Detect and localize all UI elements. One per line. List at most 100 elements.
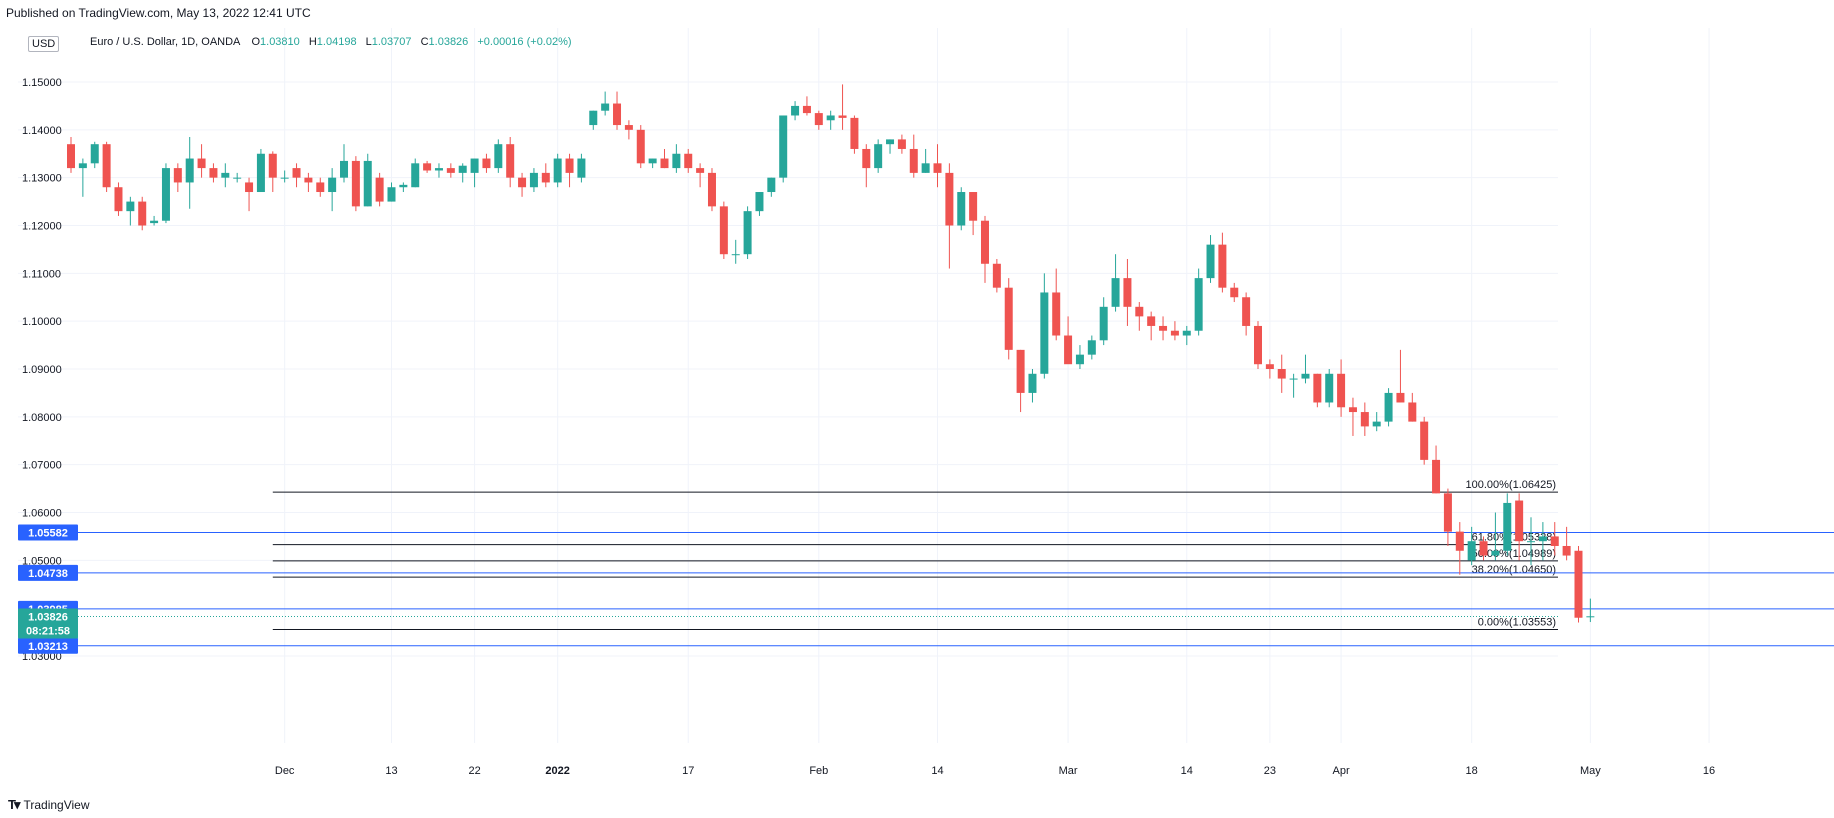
candle[interactable] bbox=[387, 182, 396, 202]
candle[interactable] bbox=[755, 192, 764, 216]
candle[interactable] bbox=[67, 137, 75, 173]
candle[interactable] bbox=[957, 187, 966, 231]
candle[interactable] bbox=[292, 163, 301, 188]
candle[interactable] bbox=[719, 201, 728, 259]
candle[interactable] bbox=[1289, 373, 1298, 398]
candle[interactable] bbox=[897, 134, 906, 154]
candle[interactable] bbox=[482, 153, 491, 173]
candle[interactable] bbox=[1348, 397, 1357, 436]
candle[interactable] bbox=[636, 125, 645, 169]
candle[interactable] bbox=[1277, 354, 1286, 393]
candle[interactable] bbox=[707, 168, 716, 212]
candle[interactable] bbox=[1325, 369, 1334, 408]
candle[interactable] bbox=[660, 148, 669, 169]
candle[interactable] bbox=[1052, 268, 1061, 341]
candle[interactable] bbox=[1206, 235, 1215, 283]
candle[interactable] bbox=[862, 144, 871, 188]
candle[interactable] bbox=[304, 172, 313, 193]
candle[interactable] bbox=[1111, 254, 1120, 312]
candle[interactable] bbox=[1075, 345, 1084, 369]
candle[interactable] bbox=[494, 139, 503, 173]
candle[interactable] bbox=[245, 177, 254, 212]
candle[interactable] bbox=[138, 196, 147, 231]
candle[interactable] bbox=[672, 144, 681, 173]
candle[interactable] bbox=[423, 160, 432, 173]
candlestick-chart[interactable]: 100.00%(1.06425)61.80%(1.05328)50.00%(1.… bbox=[0, 0, 1834, 790]
candle[interactable] bbox=[1515, 493, 1524, 561]
candle[interactable] bbox=[1432, 445, 1441, 494]
candle[interactable] bbox=[731, 239, 740, 264]
candle[interactable] bbox=[1265, 359, 1274, 379]
candle[interactable] bbox=[506, 137, 515, 188]
candle[interactable] bbox=[850, 115, 859, 154]
candle[interactable] bbox=[838, 84, 847, 130]
candle[interactable] bbox=[541, 163, 550, 188]
candle[interactable] bbox=[268, 151, 277, 193]
candle[interactable] bbox=[126, 196, 135, 226]
candle[interactable] bbox=[696, 163, 705, 188]
candle[interactable] bbox=[114, 182, 123, 216]
candle[interactable] bbox=[434, 163, 443, 178]
candle[interactable] bbox=[1586, 598, 1595, 623]
candle[interactable] bbox=[1443, 488, 1452, 546]
candle[interactable] bbox=[446, 163, 455, 178]
candle[interactable] bbox=[1182, 325, 1191, 346]
candle[interactable] bbox=[328, 168, 337, 212]
candle[interactable] bbox=[1301, 354, 1310, 384]
candle[interactable] bbox=[280, 170, 289, 183]
candle[interactable] bbox=[233, 172, 242, 183]
candle[interactable] bbox=[945, 163, 954, 269]
candle[interactable] bbox=[1479, 536, 1488, 561]
candle[interactable] bbox=[779, 115, 788, 183]
candles[interactable] bbox=[67, 84, 1595, 623]
candle[interactable] bbox=[1384, 388, 1393, 427]
candle[interactable] bbox=[1123, 258, 1132, 326]
candle[interactable] bbox=[102, 141, 111, 193]
candle[interactable] bbox=[209, 163, 218, 183]
candle[interactable] bbox=[1230, 282, 1239, 303]
candle[interactable] bbox=[161, 163, 170, 224]
candle[interactable] bbox=[470, 158, 479, 188]
candle[interactable] bbox=[197, 144, 206, 178]
candle[interactable] bbox=[577, 153, 586, 183]
candle[interactable] bbox=[150, 215, 159, 226]
candle[interactable] bbox=[1254, 321, 1262, 369]
candle[interactable] bbox=[601, 91, 610, 116]
candle[interactable] bbox=[1147, 311, 1156, 341]
candle[interactable] bbox=[624, 120, 633, 140]
candle[interactable] bbox=[1170, 321, 1179, 341]
candle[interactable] bbox=[518, 172, 527, 197]
candle[interactable] bbox=[648, 158, 657, 169]
candle[interactable] bbox=[399, 182, 408, 193]
candle[interactable] bbox=[613, 91, 622, 130]
candle[interactable] bbox=[78, 158, 87, 197]
candle[interactable] bbox=[767, 177, 776, 197]
candle[interactable] bbox=[921, 148, 930, 173]
candle[interactable] bbox=[743, 206, 752, 259]
candle[interactable] bbox=[1194, 268, 1203, 336]
candle[interactable] bbox=[589, 110, 598, 130]
candle[interactable] bbox=[684, 148, 693, 173]
currency-badge[interactable]: USD bbox=[28, 36, 60, 52]
candle[interactable] bbox=[826, 110, 835, 130]
candle[interactable] bbox=[1420, 416, 1429, 465]
candle[interactable] bbox=[1087, 335, 1096, 360]
candle[interactable] bbox=[185, 137, 194, 209]
fibonacci-retracement[interactable]: 100.00%(1.06425)61.80%(1.05328)50.00%(1.… bbox=[272, 479, 1558, 631]
candle[interactable] bbox=[1016, 349, 1025, 413]
candle[interactable] bbox=[980, 215, 989, 283]
tradingview-logo[interactable]: T▾ TradingView bbox=[8, 797, 90, 813]
candle[interactable] bbox=[802, 96, 811, 116]
candle[interactable] bbox=[90, 141, 99, 169]
candle[interactable] bbox=[529, 168, 538, 193]
candle[interactable] bbox=[1372, 412, 1381, 432]
candle[interactable] bbox=[411, 158, 420, 188]
candle[interactable] bbox=[1040, 273, 1049, 379]
candle[interactable] bbox=[1467, 526, 1476, 566]
candle[interactable] bbox=[791, 101, 800, 121]
candle[interactable] bbox=[1574, 545, 1583, 623]
candle[interactable] bbox=[565, 153, 574, 188]
candle[interactable] bbox=[351, 156, 360, 212]
candle[interactable] bbox=[909, 134, 918, 178]
candle[interactable] bbox=[1313, 373, 1322, 408]
